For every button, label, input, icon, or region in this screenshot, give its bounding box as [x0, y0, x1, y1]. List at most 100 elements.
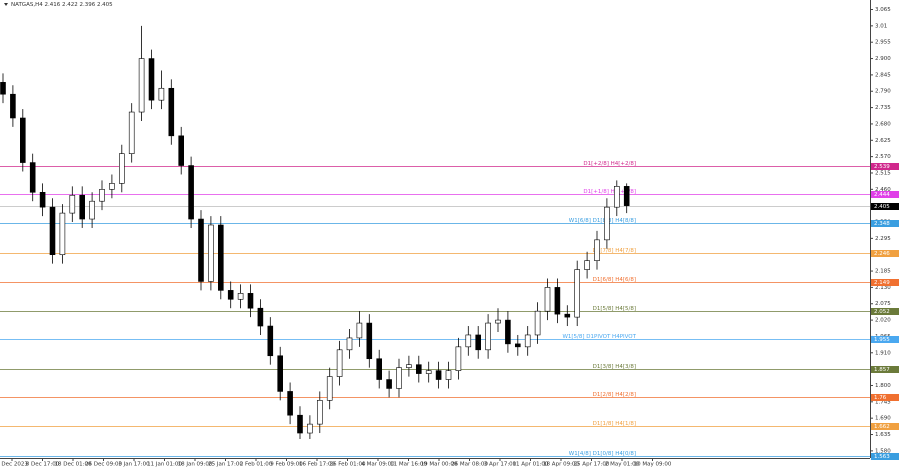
x-tick-label: 18 Dec 01:00 — [55, 462, 92, 468]
x-tick-label: 18 Jan 09:00 — [178, 462, 213, 468]
candle-body — [415, 364, 422, 374]
level-price-label: 1.563 — [874, 454, 890, 460]
x-tick-label: 9 Feb 09:00 — [270, 462, 303, 468]
candle-body — [307, 423, 313, 434]
candle-body — [604, 206, 610, 241]
x-tick-label: 2 Feb 01:00 — [240, 462, 273, 468]
level-label: W1[5/8] D1PIVOT H4PIVOT — [562, 334, 636, 340]
level-label: D1[+1/8] H4[+1/8] — [583, 189, 636, 195]
level-price-label: 2.444 — [874, 192, 890, 198]
x-tick-label: 26 Dec 09:00 — [85, 462, 122, 468]
x-tick-label: 1 Dec 2023 — [0, 462, 28, 468]
candle-body — [534, 310, 541, 336]
level-price-box — [871, 366, 899, 373]
current-price-label: 2.405 — [874, 204, 890, 210]
x-tick-label: 11 Jan 01:00 — [147, 462, 182, 468]
level-price-label: 2.539 — [874, 164, 890, 170]
x-tick-label: 26 Feb 01:00 — [329, 462, 366, 468]
x-tick-label: 19 Mar 00:00 — [421, 462, 458, 468]
y-tick-label: 2.735 — [875, 105, 891, 111]
level-label: D1[5/8] H4[5/8] — [593, 306, 636, 312]
candle-body — [554, 287, 561, 315]
candle-body — [564, 313, 571, 318]
level-label: D1[1/8] H4[1/8] — [593, 421, 636, 427]
x-tick-label: 3 Jan 17:00 — [118, 462, 150, 468]
candle-body — [227, 290, 234, 300]
candle-body — [544, 287, 551, 312]
level-price-box — [871, 336, 899, 343]
x-tick-label: 25 Jan 17:00 — [208, 462, 243, 468]
y-tick-label: 1.800 — [875, 383, 891, 389]
level-price-box — [871, 453, 899, 460]
candle-body — [19, 117, 26, 163]
x-tick-label: 3 Apr 17:00 — [484, 462, 517, 468]
level-price-box — [871, 394, 899, 401]
y-tick-label: 2.570 — [875, 154, 891, 160]
candle-body — [495, 319, 501, 324]
candle-body — [39, 191, 46, 208]
candle-body — [425, 370, 432, 374]
candle-body — [158, 87, 165, 101]
candle-body — [386, 379, 392, 389]
candle-body — [257, 307, 264, 327]
level-price-label: 1.857 — [874, 367, 890, 373]
level-label: D1[2/8] H4[2/8] — [593, 392, 636, 398]
candle-body — [465, 334, 472, 348]
candle-body — [0, 82, 6, 95]
y-tick-label: 2.845 — [875, 72, 891, 78]
level-label: D1[3/8] H4[3/8] — [593, 364, 636, 370]
chart-title: NATGAS,H4 2.416 2.422 2.396 2.405 — [11, 2, 113, 8]
level-price-box — [871, 423, 899, 430]
x-tick-label: 10 May 09:00 — [634, 462, 672, 468]
level-price-box — [871, 308, 899, 315]
candle-body — [168, 87, 175, 137]
candle-body — [435, 370, 442, 380]
y-tick-label: 1.690 — [875, 416, 891, 422]
y-tick-label: 1.635 — [875, 432, 891, 438]
level-price-box — [871, 279, 899, 286]
symbol-menu-icon[interactable] — [4, 3, 8, 6]
level-label: W1[6/8] D1[8/8] H4[8/8] — [569, 218, 636, 224]
level-price-label: 1.76 — [874, 395, 887, 401]
candle-body — [267, 325, 274, 357]
candle-body — [119, 153, 125, 184]
x-tick-label: 2 May 01:00 — [605, 462, 640, 468]
candle-body — [485, 322, 491, 351]
x-tick-label: 11 Mar 16:00 — [390, 462, 427, 468]
candle-body — [10, 93, 16, 119]
candle-body — [237, 293, 244, 300]
y-tick-label: 2.955 — [875, 40, 891, 46]
x-tick-label: 18 Apr 09:00 — [543, 462, 579, 468]
y-tick-label: 2.185 — [875, 269, 891, 275]
y-tick-label: 2.295 — [875, 236, 891, 242]
candle-body — [148, 58, 155, 101]
level-price-box — [871, 220, 899, 227]
candle-body — [277, 355, 284, 392]
candle-body — [287, 391, 293, 416]
y-tick-label: 2.900 — [875, 56, 891, 62]
y-tick-label: 2.680 — [875, 121, 891, 127]
candle-body — [406, 364, 412, 368]
level-price-label: 1.955 — [874, 337, 890, 343]
candle-body — [297, 414, 303, 434]
y-tick-label: 1.745 — [875, 399, 891, 405]
y-tick-label: 3.01 — [875, 23, 887, 29]
candle-body — [623, 186, 630, 206]
candle-body — [99, 189, 105, 202]
y-tick-label: 2.790 — [875, 89, 891, 95]
current-price-box — [871, 203, 899, 210]
x-tick-label: 26 Mar 08:00 — [451, 462, 488, 468]
y-tick-label: 1.580 — [875, 448, 891, 454]
candle-body — [138, 58, 145, 113]
candle-body — [69, 194, 76, 214]
y-tick-label: 2.075 — [875, 301, 891, 307]
candle-body — [445, 370, 452, 380]
level-price-box — [871, 191, 899, 198]
x-tick-label: 11 Apr 01:00 — [513, 462, 549, 468]
candle-body — [613, 186, 620, 208]
y-tick-label: 3.065 — [875, 7, 891, 13]
candle-body — [247, 293, 254, 309]
candle-body — [514, 343, 521, 348]
